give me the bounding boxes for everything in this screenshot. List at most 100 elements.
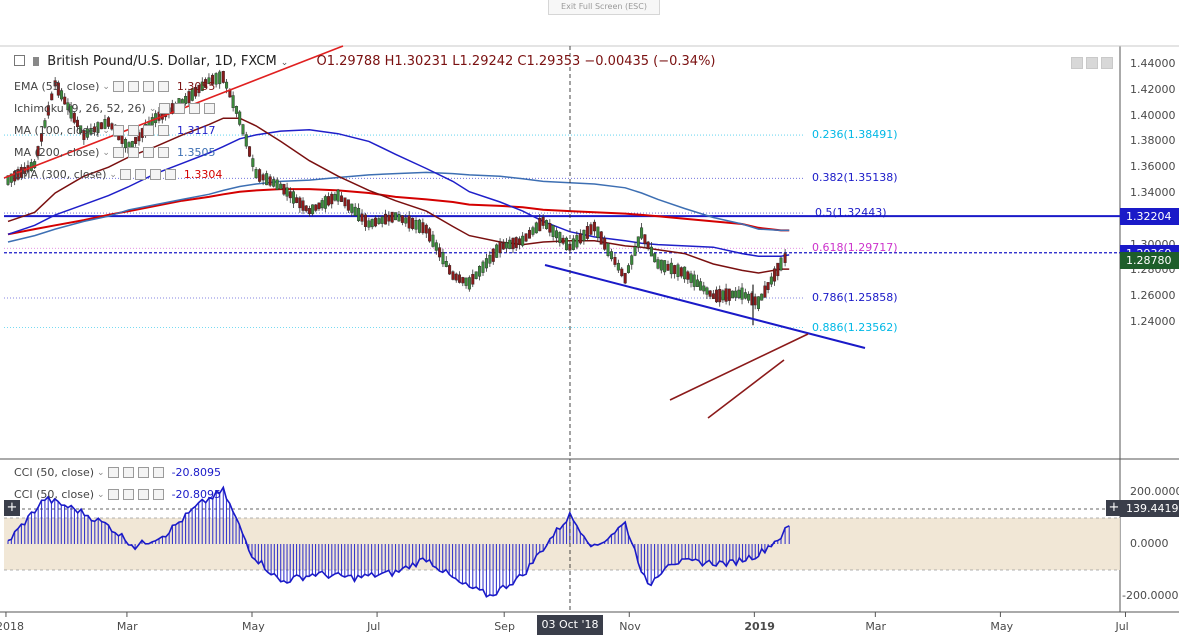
cci-add-icon[interactable] [137, 467, 149, 478]
candle-body [33, 161, 37, 169]
indicator-settings-icon[interactable] [174, 103, 186, 114]
indicator-label[interactable]: EMA (300, close) [14, 168, 107, 181]
indicator-eye-icon[interactable] [112, 81, 124, 92]
indicator-remove-icon[interactable] [157, 81, 169, 92]
candle-body [676, 264, 680, 277]
cci-settings-icon[interactable] [122, 489, 134, 500]
cci-dropdown-icon[interactable]: ⌄ [97, 489, 105, 500]
indicator-label[interactable]: EMA (55, close) [14, 80, 100, 93]
indicator-eye-icon[interactable] [112, 125, 124, 136]
candle-body [776, 262, 780, 277]
candle-body [646, 241, 650, 250]
cci-eye-icon[interactable] [107, 489, 119, 500]
candle-body [211, 74, 215, 85]
candle-body [585, 226, 589, 239]
candle-body [258, 169, 262, 182]
candle-body [50, 93, 54, 101]
indicator-settings-icon[interactable] [127, 125, 139, 136]
exit-fullscreen-button[interactable]: Exit Full Screen (ESC) [548, 0, 660, 15]
candle-body [428, 228, 432, 242]
indicator-dropdown-icon[interactable]: ⌄ [102, 147, 110, 158]
candle-body [106, 117, 110, 127]
indicator-remove-icon[interactable] [157, 125, 169, 136]
candle-body [740, 287, 744, 300]
candle-body [508, 239, 512, 250]
indicator-settings-icon[interactable] [127, 81, 139, 92]
chart-close-icon[interactable] [1101, 57, 1113, 69]
indicator-label[interactable]: Ichimoku (9, 26, 52, 26) [14, 102, 146, 115]
indicator-dropdown-icon[interactable]: ⌄ [102, 81, 110, 92]
cci-settings-icon[interactable] [122, 467, 134, 478]
candle-body [773, 268, 777, 282]
candle-body [783, 253, 787, 263]
cci-label[interactable]: CCI (50, close) [14, 466, 95, 479]
time-axis-label: Jul [1115, 620, 1129, 633]
indicator-label[interactable]: MA (100, close) [14, 124, 100, 137]
trendline-downtrend-blue [544, 264, 866, 349]
candle-body [214, 73, 218, 85]
collapse-icon[interactable] [14, 55, 25, 66]
cci-add-icon[interactable] [137, 489, 149, 500]
indicator-add-icon[interactable] [149, 169, 161, 180]
symbol-header: British Pound/U.S. Dollar, 1D, FXCM ⌄ O1… [14, 54, 716, 69]
indicator-remove-icon[interactable] [204, 103, 216, 114]
candle-body [36, 146, 40, 156]
candle-body [501, 243, 505, 250]
candle-body [711, 293, 715, 300]
indicator-settings-icon[interactable] [127, 147, 139, 158]
cci-dropdown-icon[interactable]: ⌄ [97, 467, 105, 478]
candle-body [96, 122, 100, 133]
candle-body [397, 213, 401, 222]
price-tag: 1.32204 [1120, 208, 1179, 226]
candle-body [715, 289, 719, 303]
indicator-dropdown-icon[interactable]: ⌄ [102, 125, 110, 136]
indicator-add-icon[interactable] [142, 147, 154, 158]
cci-axis-label: 0.0000 [1130, 537, 1169, 550]
indicator-label[interactable]: MA (200, close) [14, 146, 100, 159]
ma-line-4 [7, 188, 790, 236]
indicator-dropdown-icon[interactable]: ⌄ [109, 169, 117, 180]
candle-body [411, 217, 415, 229]
indicator-settings-icon[interactable] [134, 169, 146, 180]
candle-body [603, 237, 607, 250]
add-indicator-right-plus-icon[interactable]: + [1106, 500, 1122, 516]
candle-body [451, 271, 455, 280]
candle-body [390, 211, 394, 223]
candle-body [695, 279, 699, 287]
candle-body [760, 293, 764, 301]
candle-body [248, 146, 252, 157]
candle-body [766, 282, 770, 290]
indicator-remove-icon[interactable] [164, 169, 176, 180]
price-axis-label: 1.42000 [1130, 82, 1176, 96]
indicator-value: 1.3055 [176, 80, 216, 93]
indicator-add-icon[interactable] [142, 81, 154, 92]
indicator-eye-icon[interactable] [119, 169, 131, 180]
indicator-add-icon[interactable] [189, 103, 201, 114]
candle-body [592, 221, 596, 232]
symbol-dropdown-icon[interactable]: ⌄ [280, 58, 289, 68]
cci-remove-icon[interactable] [152, 489, 164, 500]
chart-maximize-icon[interactable] [1086, 57, 1098, 69]
indicator-remove-icon[interactable] [157, 147, 169, 158]
indicator-dropdown-icon[interactable]: ⌄ [148, 103, 157, 114]
indicator-add-icon[interactable] [142, 125, 154, 136]
candle-body [384, 213, 388, 225]
add-indicator-left-plus-icon[interactable]: + [4, 500, 20, 516]
indicator-eye-icon[interactable] [112, 147, 124, 158]
candle-body [350, 203, 354, 213]
candle-body [514, 237, 518, 248]
candle-body [39, 133, 43, 142]
cci-eye-icon[interactable] [107, 467, 119, 478]
wedge-upper-line [669, 333, 809, 401]
cci-label[interactable]: CCI (50, close) [14, 488, 95, 501]
indicator-legend-0: EMA (55, close) ⌄ 1.3055 [14, 80, 215, 93]
candle-body [317, 202, 321, 210]
candle-body [330, 193, 334, 205]
indicator-eye-icon[interactable] [159, 103, 171, 114]
symbol-title[interactable]: British Pound/U.S. Dollar, 1D, FXCM [47, 54, 277, 69]
cci-remove-icon[interactable] [152, 467, 164, 478]
candle-body [484, 258, 488, 269]
chart-settings-icon[interactable] [1071, 57, 1083, 69]
candle-body [616, 262, 620, 271]
